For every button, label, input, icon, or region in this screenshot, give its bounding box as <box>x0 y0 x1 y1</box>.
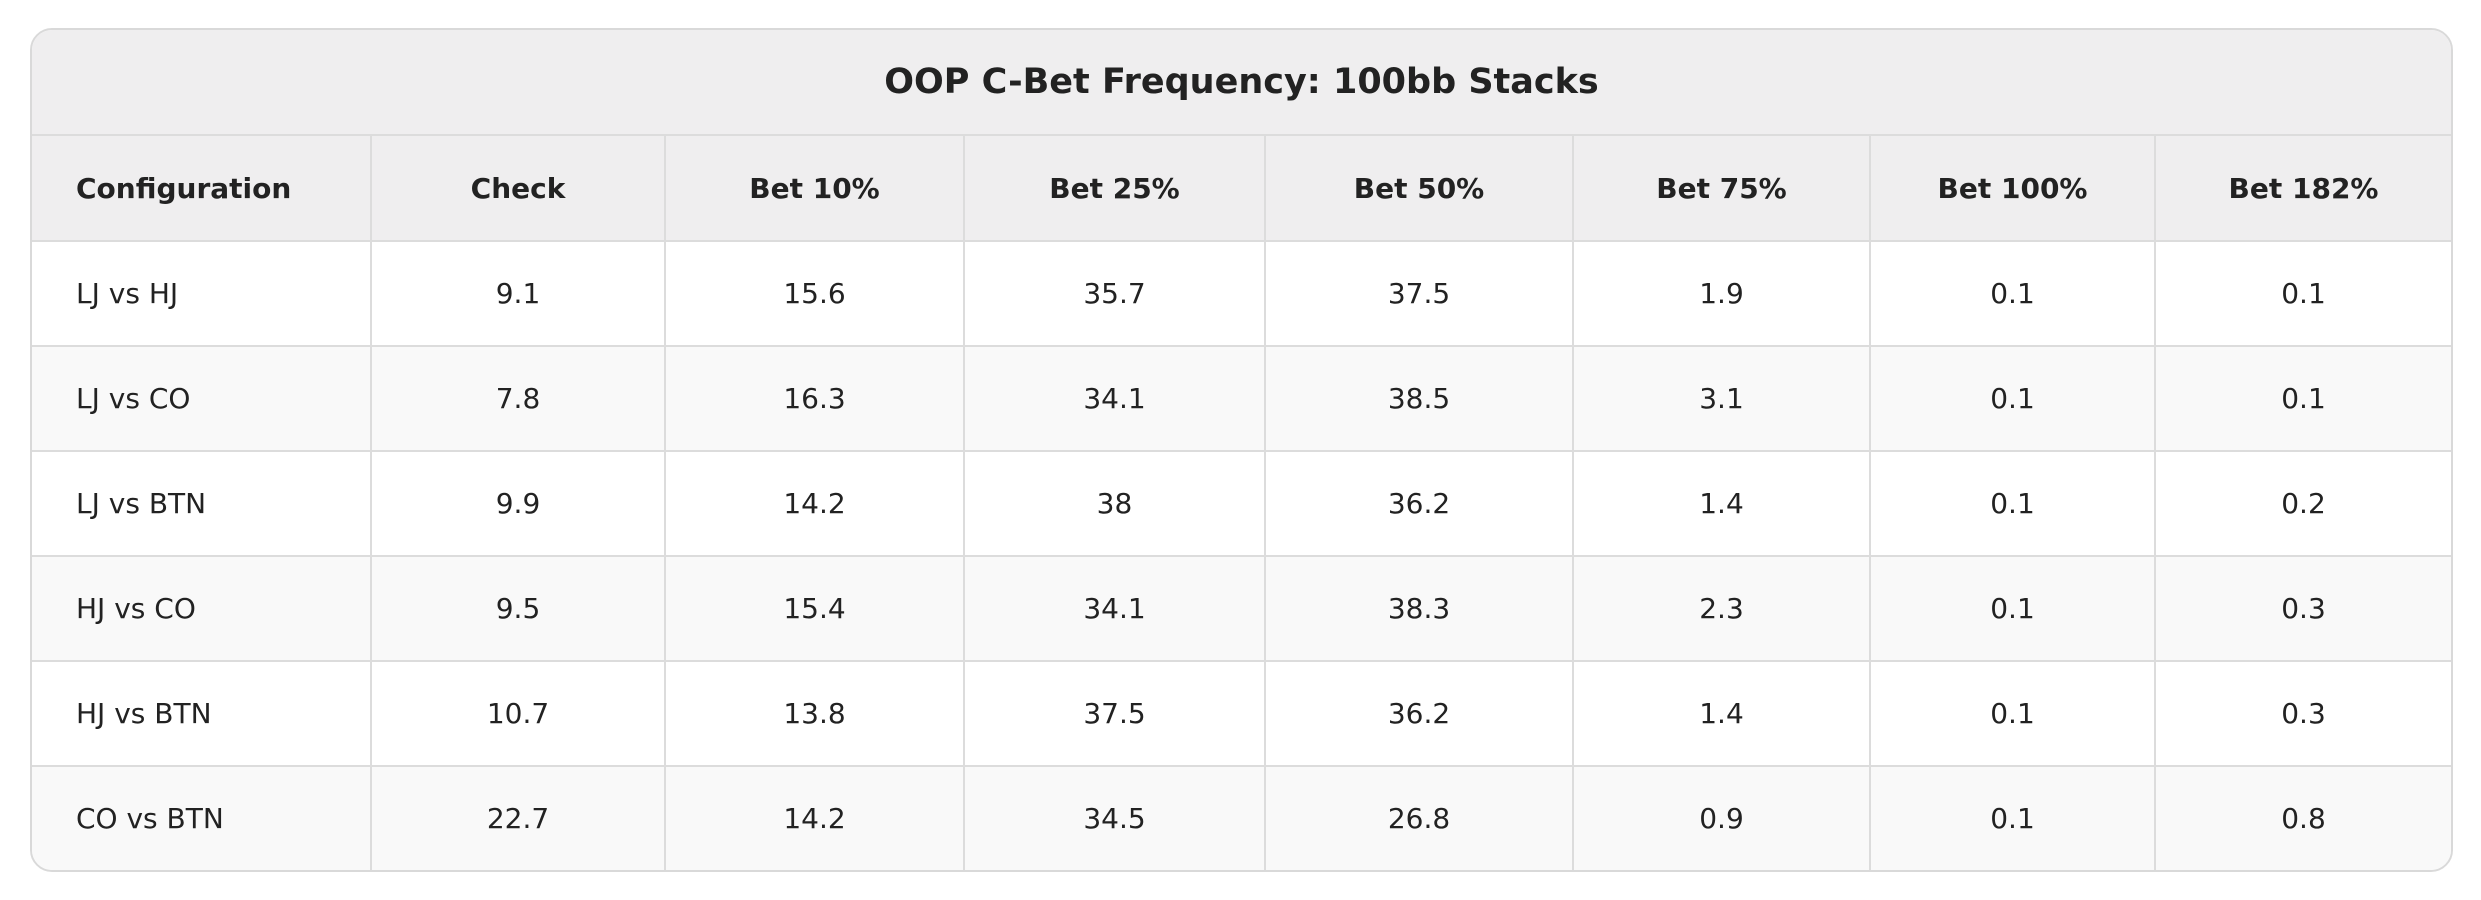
cell: 15.4 <box>664 555 965 662</box>
cell: 22.7 <box>370 765 666 870</box>
cell: 38 <box>963 450 1266 557</box>
cell: 14.2 <box>664 450 965 557</box>
cell: 0.8 <box>2154 765 2451 870</box>
cell: 15.6 <box>664 240 965 347</box>
cell: 26.8 <box>1264 765 1574 870</box>
row-label: LJ vs BTN <box>32 450 372 557</box>
header-row: Configuration Check Bet 10% Bet 25% Bet 50% B… <box>32 134 2451 242</box>
cell: 0.1 <box>1869 555 2156 662</box>
table-body: LJ vs HJ 9.1 15.6 35.7 37.5 1.9 0.1 0.1 LJ vs CO… <box>32 240 2451 870</box>
cell: 0.1 <box>1869 345 2156 452</box>
cell: 1.4 <box>1572 450 1871 557</box>
cell: 3.1 <box>1572 345 1871 452</box>
cell: 35.7 <box>963 240 1266 347</box>
column-header: Bet 100% <box>1869 134 2156 242</box>
column-header: Bet 25% <box>963 134 1266 242</box>
cell: 36.2 <box>1264 450 1574 557</box>
cell: 2.3 <box>1572 555 1871 662</box>
table: OOP C-Bet Frequency: 100bb Stacks Config… <box>32 30 2451 870</box>
cell: 36.2 <box>1264 660 1574 767</box>
column-header: Check <box>370 134 666 242</box>
cell: 9.9 <box>370 450 666 557</box>
cell: 13.8 <box>664 660 965 767</box>
cell: 0.1 <box>1869 660 2156 767</box>
cell: 0.1 <box>1869 240 2156 347</box>
cell: 9.1 <box>370 240 666 347</box>
cell: 7.8 <box>370 345 666 452</box>
cell: 0.1 <box>2154 240 2451 347</box>
cell: 0.1 <box>1869 765 2156 870</box>
table-row: CO vs BTN 22.7 14.2 34.5 26.8 0.9 0.1 0.8 <box>32 765 2451 870</box>
table-row: HJ vs BTN 10.7 13.8 37.5 36.2 1.4 0.1 0.3 <box>32 660 2451 767</box>
cell: 1.9 <box>1572 240 1871 347</box>
cell: 38.5 <box>1264 345 1574 452</box>
row-label: LJ vs CO <box>32 345 372 452</box>
cell: 38.3 <box>1264 555 1574 662</box>
table-row: HJ vs CO 9.5 15.4 34.1 38.3 2.3 0.1 0.3 <box>32 555 2451 662</box>
cell: 9.5 <box>370 555 666 662</box>
column-header: Bet 182% <box>2154 134 2451 242</box>
table-row: LJ vs HJ 9.1 15.6 35.7 37.5 1.9 0.1 0.1 <box>32 240 2451 347</box>
cell: 16.3 <box>664 345 965 452</box>
table-row: LJ vs CO 7.8 16.3 34.1 38.5 3.1 0.1 0.1 <box>32 345 2451 452</box>
row-label: CO vs BTN <box>32 765 372 870</box>
column-header: Bet 10% <box>664 134 965 242</box>
cell: 1.4 <box>1572 660 1871 767</box>
cell: 37.5 <box>963 660 1266 767</box>
cell: 0.3 <box>2154 660 2451 767</box>
column-header: Bet 50% <box>1264 134 1574 242</box>
cell: 37.5 <box>1264 240 1574 347</box>
column-header: Configuration <box>32 134 372 242</box>
cell: 34.1 <box>963 555 1266 662</box>
table-row: LJ vs BTN 9.9 14.2 38 36.2 1.4 0.1 0.2 <box>32 450 2451 557</box>
row-label: LJ vs HJ <box>32 240 372 347</box>
row-label: HJ vs BTN <box>32 660 372 767</box>
cell: 0.3 <box>2154 555 2451 662</box>
cell: 34.1 <box>963 345 1266 452</box>
row-label: HJ vs CO <box>32 555 372 662</box>
cell: 10.7 <box>370 660 666 767</box>
table-title: OOP C-Bet Frequency: 100bb Stacks <box>32 30 2451 136</box>
cell: 14.2 <box>664 765 965 870</box>
cell: 0.1 <box>2154 345 2451 452</box>
column-header: Bet 75% <box>1572 134 1871 242</box>
cell: 0.2 <box>2154 450 2451 557</box>
cell: 0.1 <box>1869 450 2156 557</box>
cell: 34.5 <box>963 765 1266 870</box>
table-card: OOP C-Bet Frequency: 100bb Stacks Config… <box>30 28 2453 872</box>
cell: 0.9 <box>1572 765 1871 870</box>
